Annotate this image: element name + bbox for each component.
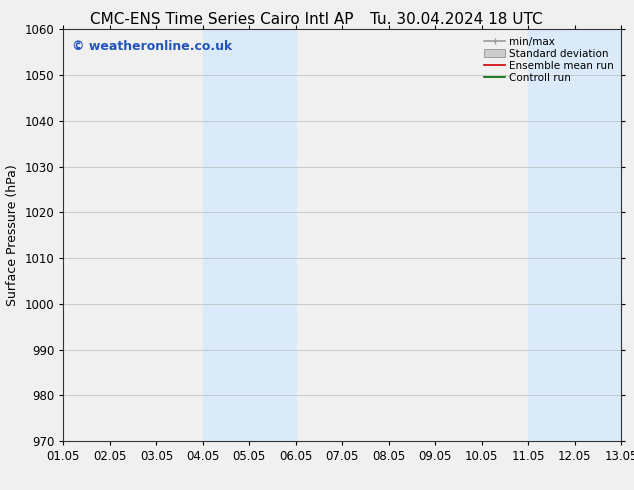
Y-axis label: Surface Pressure (hPa): Surface Pressure (hPa) [6,164,19,306]
Text: CMC-ENS Time Series Cairo Intl AP: CMC-ENS Time Series Cairo Intl AP [90,12,354,27]
Bar [528,29,621,441]
Bar [203,29,296,441]
Text: © weatheronline.co.uk: © weatheronline.co.uk [72,40,232,53]
Legend: min/max, Standard deviation, Ensemble mean run, Controll run: min/max, Standard deviation, Ensemble me… [480,32,618,87]
Text: Tu. 30.04.2024 18 UTC: Tu. 30.04.2024 18 UTC [370,12,543,27]
